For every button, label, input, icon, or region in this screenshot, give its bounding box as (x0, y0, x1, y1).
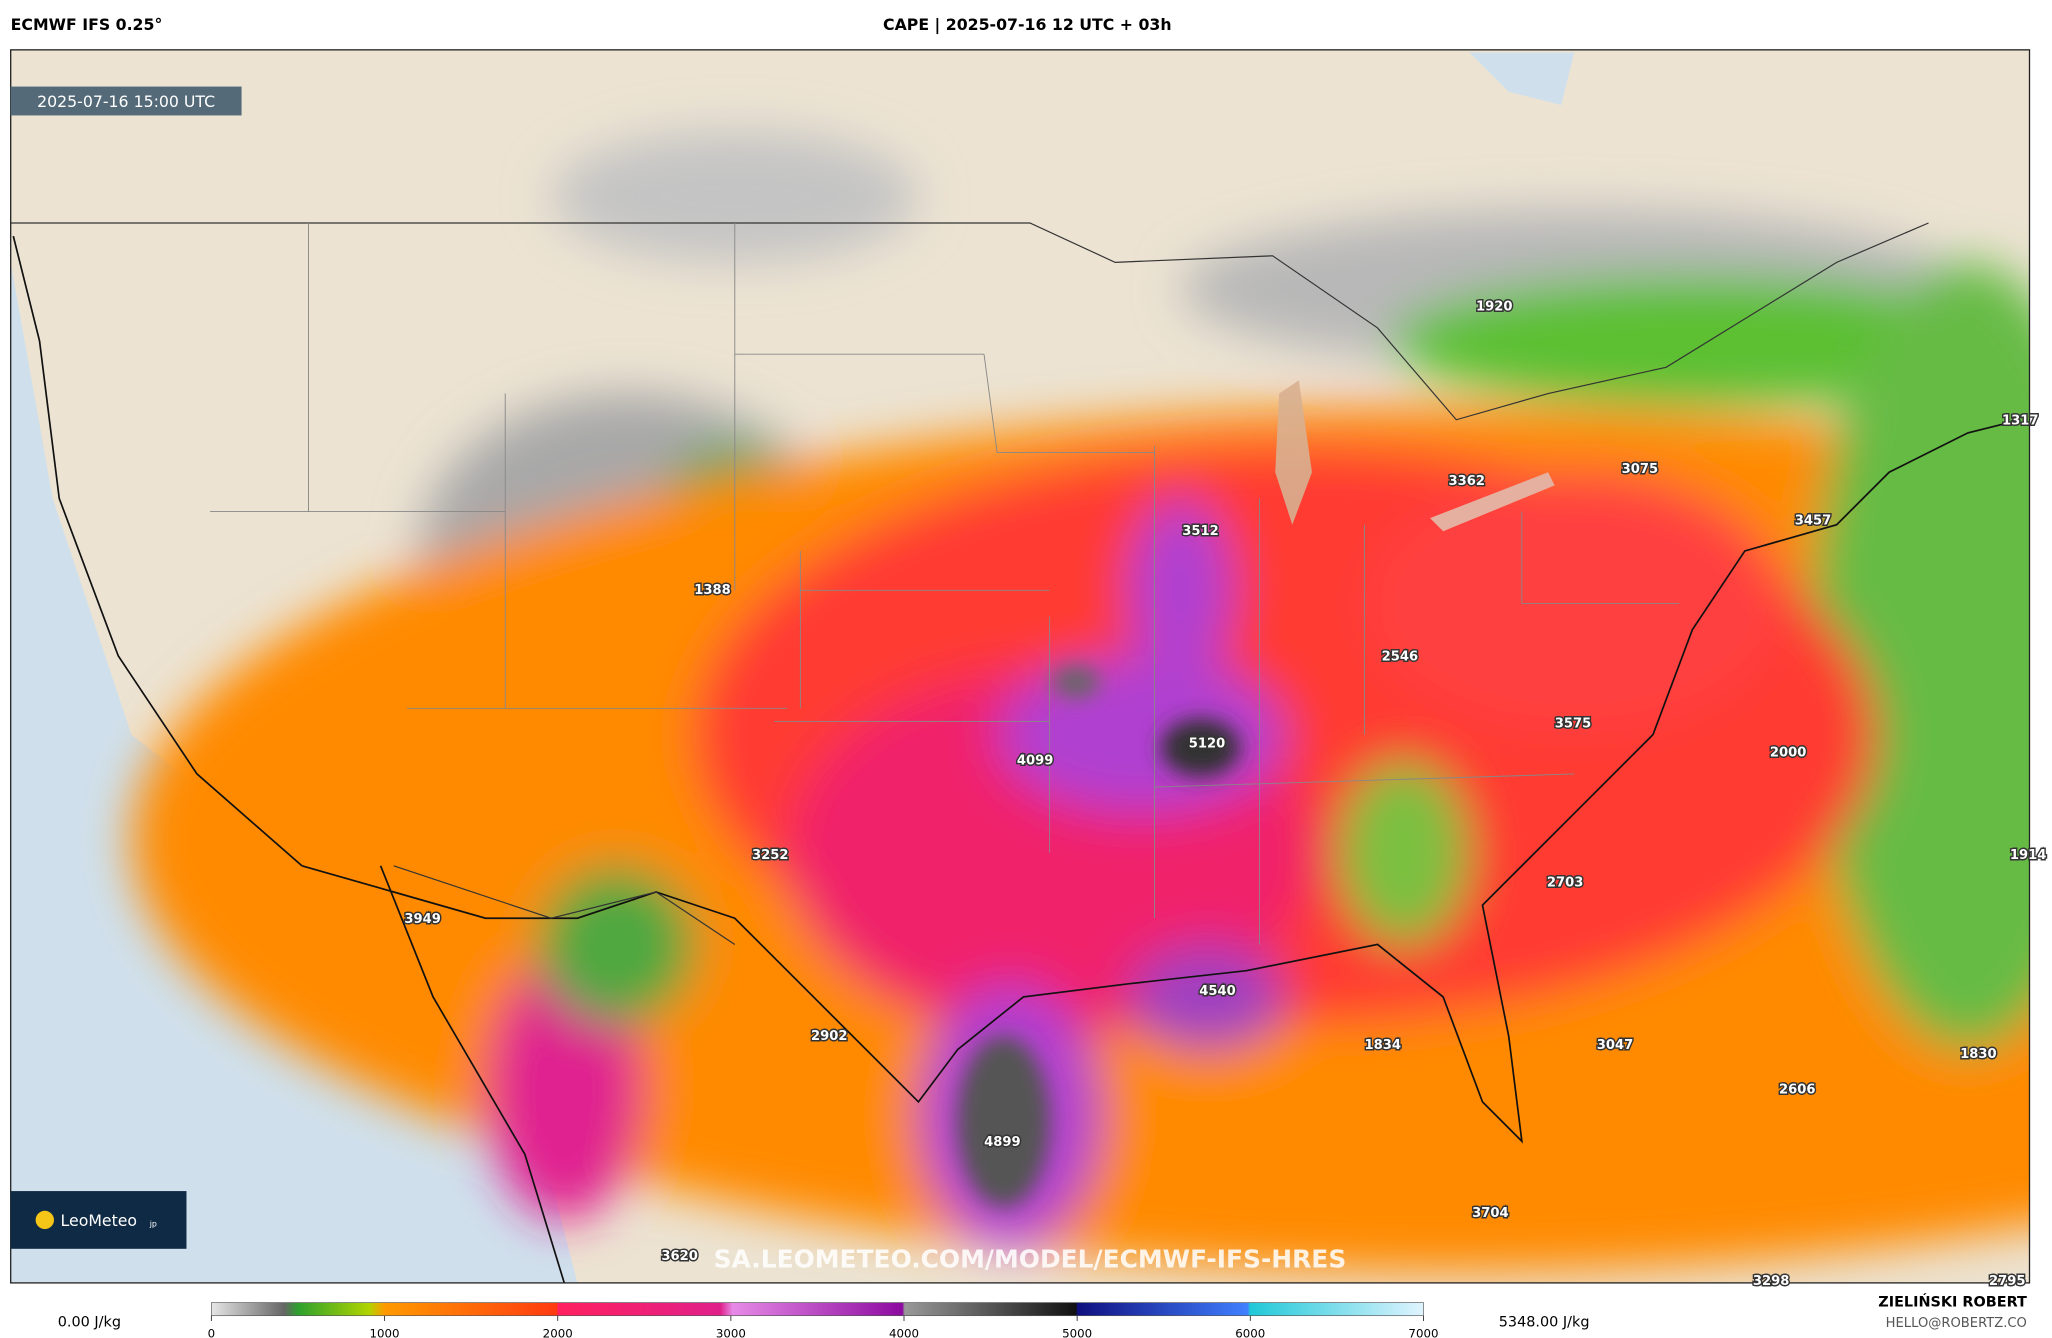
email: HELLO@ROBERTZ.CO (1886, 1316, 2027, 1331)
coastline (12, 235, 2021, 1283)
time-box (10, 86, 242, 116)
colorbar-tick-label: 0 (208, 1327, 216, 1338)
valid-time: 2025-07-16 15:00 UTC (37, 92, 215, 111)
cape-value-label: 3362 (1449, 474, 1486, 489)
watermark: SA.LEOMETEO.COM/MODEL/ECMWF-IFS-HRES (714, 1245, 1347, 1274)
cape-value-label: 1920 (1476, 299, 1513, 314)
colorbar (211, 1302, 1424, 1317)
cape-value-label: 2902 (811, 1029, 848, 1044)
cape-value-label: 2795 (1989, 1274, 2026, 1289)
cape-value-label: 3620 (661, 1249, 698, 1264)
cape-value-label: 3512 (1182, 524, 1219, 539)
cape-value-label: 3949 (404, 912, 441, 927)
cape-value-label: 4540 (1199, 984, 1236, 999)
hudson-bay (1469, 52, 1575, 105)
cape-value-label: 4899 (984, 1135, 1021, 1150)
cape-value-label: 2546 (1382, 650, 1418, 665)
colorbar-tick-label: 5000 (1062, 1327, 1092, 1338)
cape-value-label: 3575 (1555, 717, 1592, 732)
cape-value-label: 3075 (1622, 462, 1658, 477)
logo-sun (35, 1210, 54, 1230)
colorbar-tick-label: 2000 (543, 1327, 573, 1338)
colorbar-max-label: 5348.00 J/kg (1499, 1314, 1590, 1330)
value-labels: 1920 1317 3075 3362 3512 3457 1388 2546 3575 5120… (403, 298, 2048, 1291)
cape-value-label: 3704 (1472, 1206, 1509, 1221)
colorbar-tick-label: 4000 (889, 1327, 919, 1338)
cape-value-label: 4099 (1017, 753, 1054, 768)
colorbar-tick-label: 3000 (716, 1327, 746, 1338)
cape-value-label: 3298 (1753, 1274, 1790, 1289)
cape-value-label: 1388 (694, 583, 731, 598)
cape-core (957, 666, 1240, 1207)
colorbar-tick-label: 1000 (370, 1327, 400, 1338)
model-name: ECMWF IFS 0.25° (11, 15, 163, 34)
lake-michigan (1275, 380, 1312, 525)
cape-value-label: 3252 (752, 848, 789, 863)
cape-value-label: 2703 (1547, 875, 1583, 890)
map-frame (10, 49, 2031, 1284)
borders (10, 222, 1929, 945)
cape-value-label: 2606 (1779, 1083, 1816, 1098)
cape-value-label: 1317 (2002, 414, 2039, 429)
cape-value-label: 5120 (1189, 736, 1226, 751)
colorbar-tick-label: 6000 (1235, 1327, 1265, 1338)
cape-field (131, 131, 2030, 1273)
cape-value-label: 1830 (1960, 1047, 1996, 1062)
logo-suffix: jp (149, 1219, 157, 1228)
map-title: CAPE | 2025-07-16 12 UTC + 03h (883, 15, 1172, 35)
cape-value-label: 3457 (1795, 513, 1831, 528)
cape-value-label: 1834 (1365, 1038, 1402, 1053)
logo-text: LeoMeteo (61, 1211, 138, 1230)
colorbar-min-label: 0.00 J/kg (58, 1314, 121, 1330)
cape-value-label: 2000 (1770, 745, 1806, 760)
cape-value-label: 3047 (1597, 1038, 1634, 1053)
map (10, 49, 2030, 1283)
cape-value-label: 1914 (2010, 848, 2046, 863)
author: ZIELIŃSKI ROBERT (1878, 1293, 2027, 1311)
colorbar-tick-label: 7000 (1408, 1327, 1438, 1338)
state-lines (210, 223, 1680, 945)
lake-erie (1430, 472, 1555, 532)
